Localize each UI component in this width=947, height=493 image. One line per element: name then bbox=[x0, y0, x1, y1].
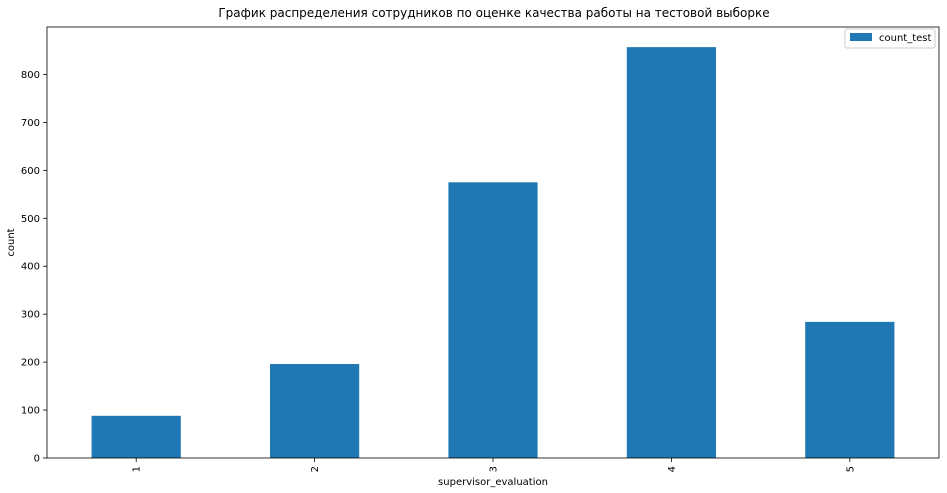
x-tick-label: 3 bbox=[489, 466, 500, 472]
bar-5 bbox=[805, 321, 895, 458]
y-tick-label: 500 bbox=[21, 214, 40, 225]
y-axis: 0 100 200 300 400 500 600 700 800 bbox=[21, 70, 47, 465]
y-tick-label: 0 bbox=[34, 454, 40, 465]
x-axis-label: supervisor_evaluation bbox=[438, 477, 548, 488]
legend-swatch bbox=[850, 33, 872, 41]
y-tick-label: 800 bbox=[21, 70, 40, 81]
bar-3 bbox=[448, 182, 538, 459]
x-tick-label: 4 bbox=[667, 466, 678, 472]
y-tick-label: 600 bbox=[21, 166, 40, 177]
legend: count_test bbox=[844, 28, 936, 49]
y-tick-label: 700 bbox=[21, 118, 40, 129]
bar-2 bbox=[270, 364, 360, 458]
bar-4 bbox=[626, 47, 716, 458]
plot-frame bbox=[46, 26, 940, 459]
y-tick-label: 200 bbox=[21, 358, 40, 369]
bars-group bbox=[91, 47, 895, 459]
y-axis-label: count bbox=[6, 228, 17, 256]
x-tick-label: 2 bbox=[310, 466, 321, 472]
x-tick-label: 5 bbox=[845, 466, 856, 472]
y-tick-label: 100 bbox=[21, 406, 40, 417]
legend-label: count_test bbox=[879, 33, 931, 44]
x-axis: 1 2 3 4 5 bbox=[132, 458, 856, 472]
y-tick-label: 300 bbox=[21, 310, 40, 321]
x-tick-label: 1 bbox=[132, 466, 143, 472]
bar-1 bbox=[91, 415, 181, 458]
chart-title: График распределения сотрудников по оцен… bbox=[218, 6, 769, 20]
y-tick-label: 400 bbox=[21, 262, 40, 273]
